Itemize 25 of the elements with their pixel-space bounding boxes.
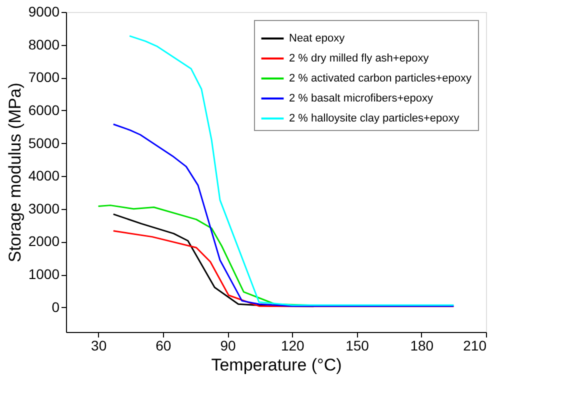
y-tick-label: 5000 bbox=[28, 134, 60, 151]
x-tick-label: 30 bbox=[91, 338, 107, 354]
x-tick-label: 90 bbox=[220, 338, 236, 354]
legend-label: 2 % halloysite clay particles+epoxy bbox=[289, 112, 460, 124]
y-tick-label: 9000 bbox=[28, 4, 60, 20]
y-axis-title: Storage modulus (MPa) bbox=[5, 82, 24, 262]
y-tick-label: 8000 bbox=[28, 36, 60, 52]
y-tick-label: 0 bbox=[52, 298, 60, 315]
x-tick-label: 150 bbox=[346, 338, 370, 354]
line-series bbox=[112, 123, 454, 307]
y-tick-label: 7000 bbox=[28, 69, 60, 86]
x-tick-label: 120 bbox=[280, 338, 305, 354]
legend-label: Neat epoxy bbox=[289, 32, 346, 44]
x-tick-label: 180 bbox=[410, 338, 434, 354]
legend-label: 2 % dry milled fly ash+epoxy bbox=[289, 52, 430, 64]
y-tick-label: 6000 bbox=[28, 102, 60, 118]
y-tick-label: 1000 bbox=[28, 266, 60, 282]
y-tick-label: 3000 bbox=[28, 200, 60, 216]
y-tick-label: 4000 bbox=[28, 168, 60, 184]
x-axis-title: Temperature (°C) bbox=[211, 356, 342, 374]
legend-label: 2 % activated carbon particles+epoxy bbox=[289, 72, 472, 84]
x-tick-label: 210 bbox=[463, 338, 487, 354]
y-tick-label: 2000 bbox=[28, 233, 60, 250]
x-tick-label: 60 bbox=[156, 338, 172, 354]
legend-label: 2 % basalt microfibers+epoxy bbox=[289, 92, 434, 104]
